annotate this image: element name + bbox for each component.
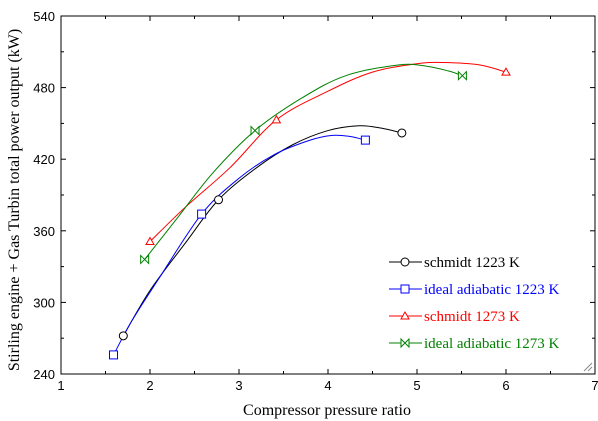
data-point-series-2	[197, 209, 207, 219]
data-point-series-1	[397, 128, 407, 138]
resize-grip-icon	[583, 362, 593, 372]
legend-label: ideal adiabatic 1273 K	[424, 336, 560, 352]
legend-marker	[400, 257, 410, 267]
series-line-1	[122, 125, 402, 337]
legend-label: schmidt 1273 K	[424, 309, 520, 325]
resize-grip-line	[587, 366, 593, 372]
x-tick-label: 3	[235, 378, 242, 393]
data-point-series-3	[501, 67, 511, 76]
series-line-3	[149, 61, 507, 242]
series-line-2	[113, 134, 366, 356]
x-tick-label: 7	[591, 378, 598, 393]
x-tick-label: 5	[413, 378, 420, 393]
series-line-4	[144, 63, 463, 260]
data-point-series-3	[271, 114, 282, 124]
data-point-series-2	[109, 350, 119, 360]
legend-marker	[400, 337, 410, 349]
y-tick-label: 240	[33, 367, 55, 382]
legend-marker	[400, 310, 410, 320]
data-point-series-4	[140, 254, 150, 265]
y-axis-title: Stirling engine + Gas Turbin total power…	[6, 29, 23, 371]
y-tick-label: 420	[33, 152, 55, 167]
legend-item-3: schmidt 1273 K	[389, 309, 520, 325]
data-point-series-1	[118, 331, 128, 341]
y-tick-label: 480	[33, 81, 55, 96]
y-tick-label: 300	[33, 295, 55, 310]
x-tick-label: 2	[146, 378, 153, 393]
legend-item-2: ideal adiabatic 1223 K	[389, 282, 560, 298]
data-point-series-4	[457, 70, 467, 81]
legend-label: schmidt 1223 K	[424, 255, 520, 271]
resize-grip-line	[583, 362, 593, 372]
y-tick-label: 540	[33, 9, 55, 24]
data-point-series-4	[250, 125, 260, 136]
y-tick-label: 360	[33, 224, 55, 239]
x-axis-title: Compressor pressure ratio	[243, 402, 411, 419]
legend: schmidt 1223 K ideal adiabatic 1223 K schm…	[389, 255, 560, 352]
data-point-series-3	[145, 236, 155, 246]
legend-item-1: schmidt 1223 K	[389, 255, 520, 271]
data-point-series-1	[214, 195, 224, 205]
legend-marker	[400, 284, 410, 294]
legend-label: ideal adiabatic 1223 K	[424, 282, 560, 298]
data-point-series-2	[360, 135, 370, 145]
x-tick-label: 1	[57, 378, 64, 393]
x-tick-label: 6	[502, 378, 509, 393]
x-tick-label: 4	[324, 378, 331, 393]
legend-item-4: ideal adiabatic 1273 K	[389, 336, 560, 352]
